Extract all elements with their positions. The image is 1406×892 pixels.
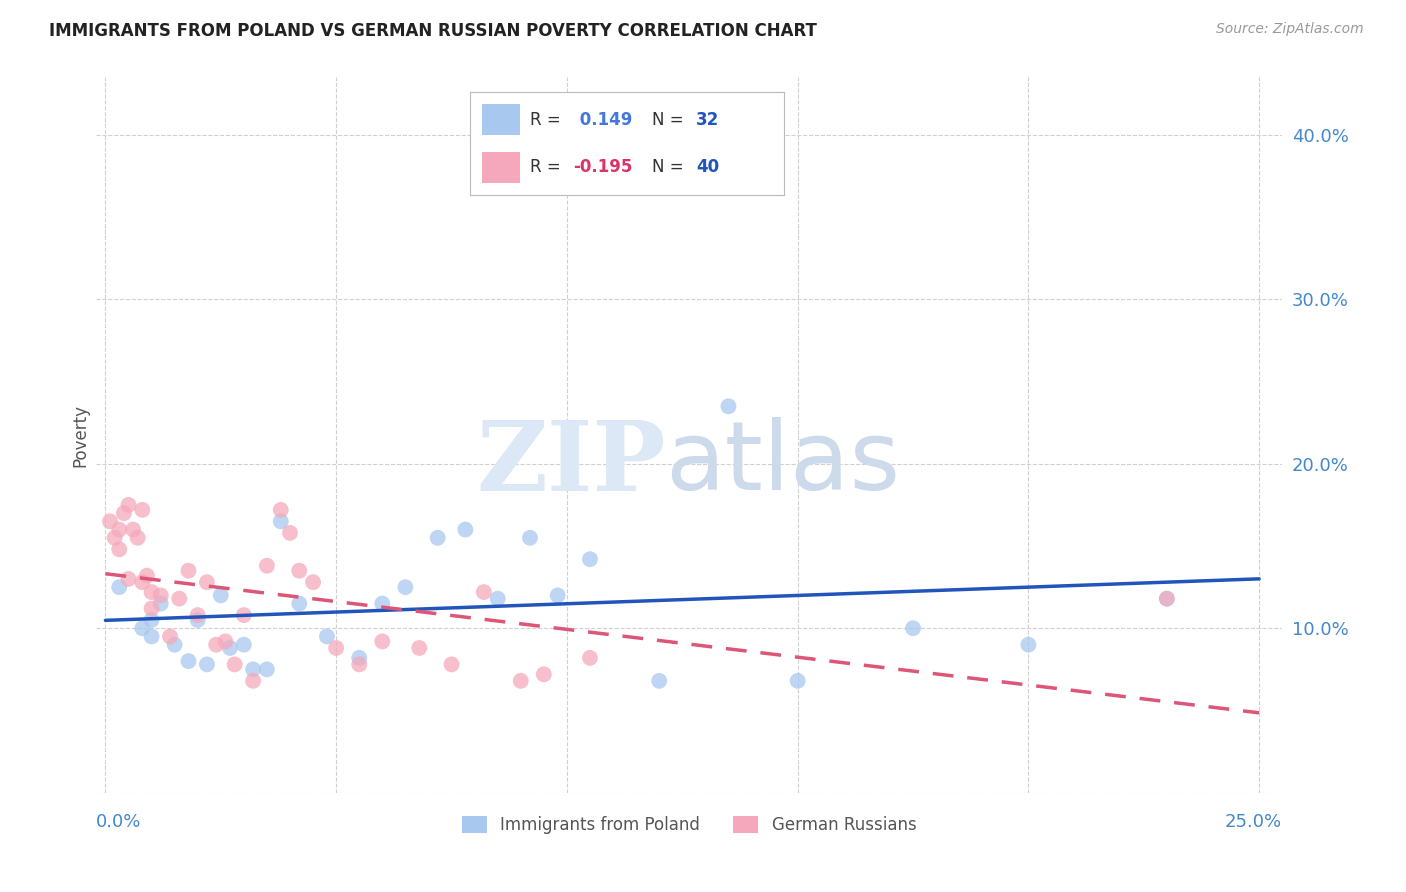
Point bbox=[533, 667, 555, 681]
Point bbox=[302, 575, 325, 590]
Point bbox=[205, 638, 228, 652]
Point bbox=[141, 630, 163, 644]
Point bbox=[270, 503, 292, 517]
Point bbox=[214, 634, 236, 648]
Point bbox=[127, 531, 149, 545]
Point bbox=[1156, 591, 1178, 606]
Point bbox=[159, 630, 181, 644]
Point bbox=[901, 621, 924, 635]
Point bbox=[117, 572, 139, 586]
Point bbox=[547, 588, 569, 602]
Point bbox=[288, 597, 311, 611]
Point bbox=[242, 673, 264, 688]
Point bbox=[472, 585, 495, 599]
Point bbox=[104, 531, 127, 545]
Point bbox=[786, 673, 808, 688]
Point bbox=[256, 558, 278, 573]
Point bbox=[1017, 638, 1039, 652]
Text: IMMIGRANTS FROM POLAND VS GERMAN RUSSIAN POVERTY CORRELATION CHART: IMMIGRANTS FROM POLAND VS GERMAN RUSSIAN… bbox=[49, 22, 817, 40]
Point bbox=[270, 514, 292, 528]
Text: ZIP: ZIP bbox=[477, 417, 665, 510]
Point bbox=[108, 542, 131, 557]
Point bbox=[1156, 591, 1178, 606]
Point bbox=[232, 608, 254, 623]
Point bbox=[141, 585, 163, 599]
Point bbox=[519, 531, 541, 545]
Point bbox=[131, 575, 153, 590]
Point bbox=[278, 525, 301, 540]
Point bbox=[195, 657, 218, 672]
Text: Source: ZipAtlas.com: Source: ZipAtlas.com bbox=[1216, 22, 1364, 37]
Point bbox=[163, 638, 186, 652]
Point bbox=[349, 657, 371, 672]
Point bbox=[131, 503, 153, 517]
Point bbox=[177, 564, 200, 578]
Point bbox=[195, 575, 218, 590]
Point bbox=[108, 580, 131, 594]
Point bbox=[117, 498, 139, 512]
Point bbox=[232, 638, 254, 652]
Point bbox=[98, 514, 121, 528]
Point bbox=[579, 650, 602, 665]
Point bbox=[167, 591, 190, 606]
Point bbox=[316, 630, 339, 644]
Point bbox=[131, 621, 153, 635]
Point bbox=[349, 650, 371, 665]
Text: atlas: atlas bbox=[665, 417, 901, 510]
Point bbox=[149, 588, 172, 602]
Point bbox=[187, 608, 209, 623]
Point bbox=[288, 564, 311, 578]
Point bbox=[242, 662, 264, 676]
Point bbox=[209, 588, 232, 602]
Point bbox=[371, 597, 394, 611]
Point bbox=[717, 399, 740, 413]
Point bbox=[122, 523, 145, 537]
Text: 0.0%: 0.0% bbox=[96, 813, 142, 831]
Point bbox=[394, 580, 416, 594]
Point bbox=[509, 673, 531, 688]
Point bbox=[177, 654, 200, 668]
Text: 25.0%: 25.0% bbox=[1225, 813, 1282, 831]
Point bbox=[454, 523, 477, 537]
Point bbox=[486, 591, 509, 606]
Point bbox=[440, 657, 463, 672]
Point bbox=[149, 597, 172, 611]
Point bbox=[219, 640, 242, 655]
Point bbox=[108, 523, 131, 537]
Point bbox=[426, 531, 449, 545]
Point bbox=[408, 640, 430, 655]
Point bbox=[256, 662, 278, 676]
Y-axis label: Poverty: Poverty bbox=[72, 403, 89, 467]
Point bbox=[325, 640, 347, 655]
Point bbox=[141, 613, 163, 627]
Point bbox=[136, 568, 159, 582]
Point bbox=[648, 673, 671, 688]
Point bbox=[371, 634, 394, 648]
Point bbox=[224, 657, 246, 672]
Point bbox=[141, 601, 163, 615]
Point bbox=[579, 552, 602, 566]
Point bbox=[112, 506, 135, 520]
Legend: Immigrants from Poland, German Russians: Immigrants from Poland, German Russians bbox=[463, 816, 917, 834]
Point bbox=[187, 613, 209, 627]
